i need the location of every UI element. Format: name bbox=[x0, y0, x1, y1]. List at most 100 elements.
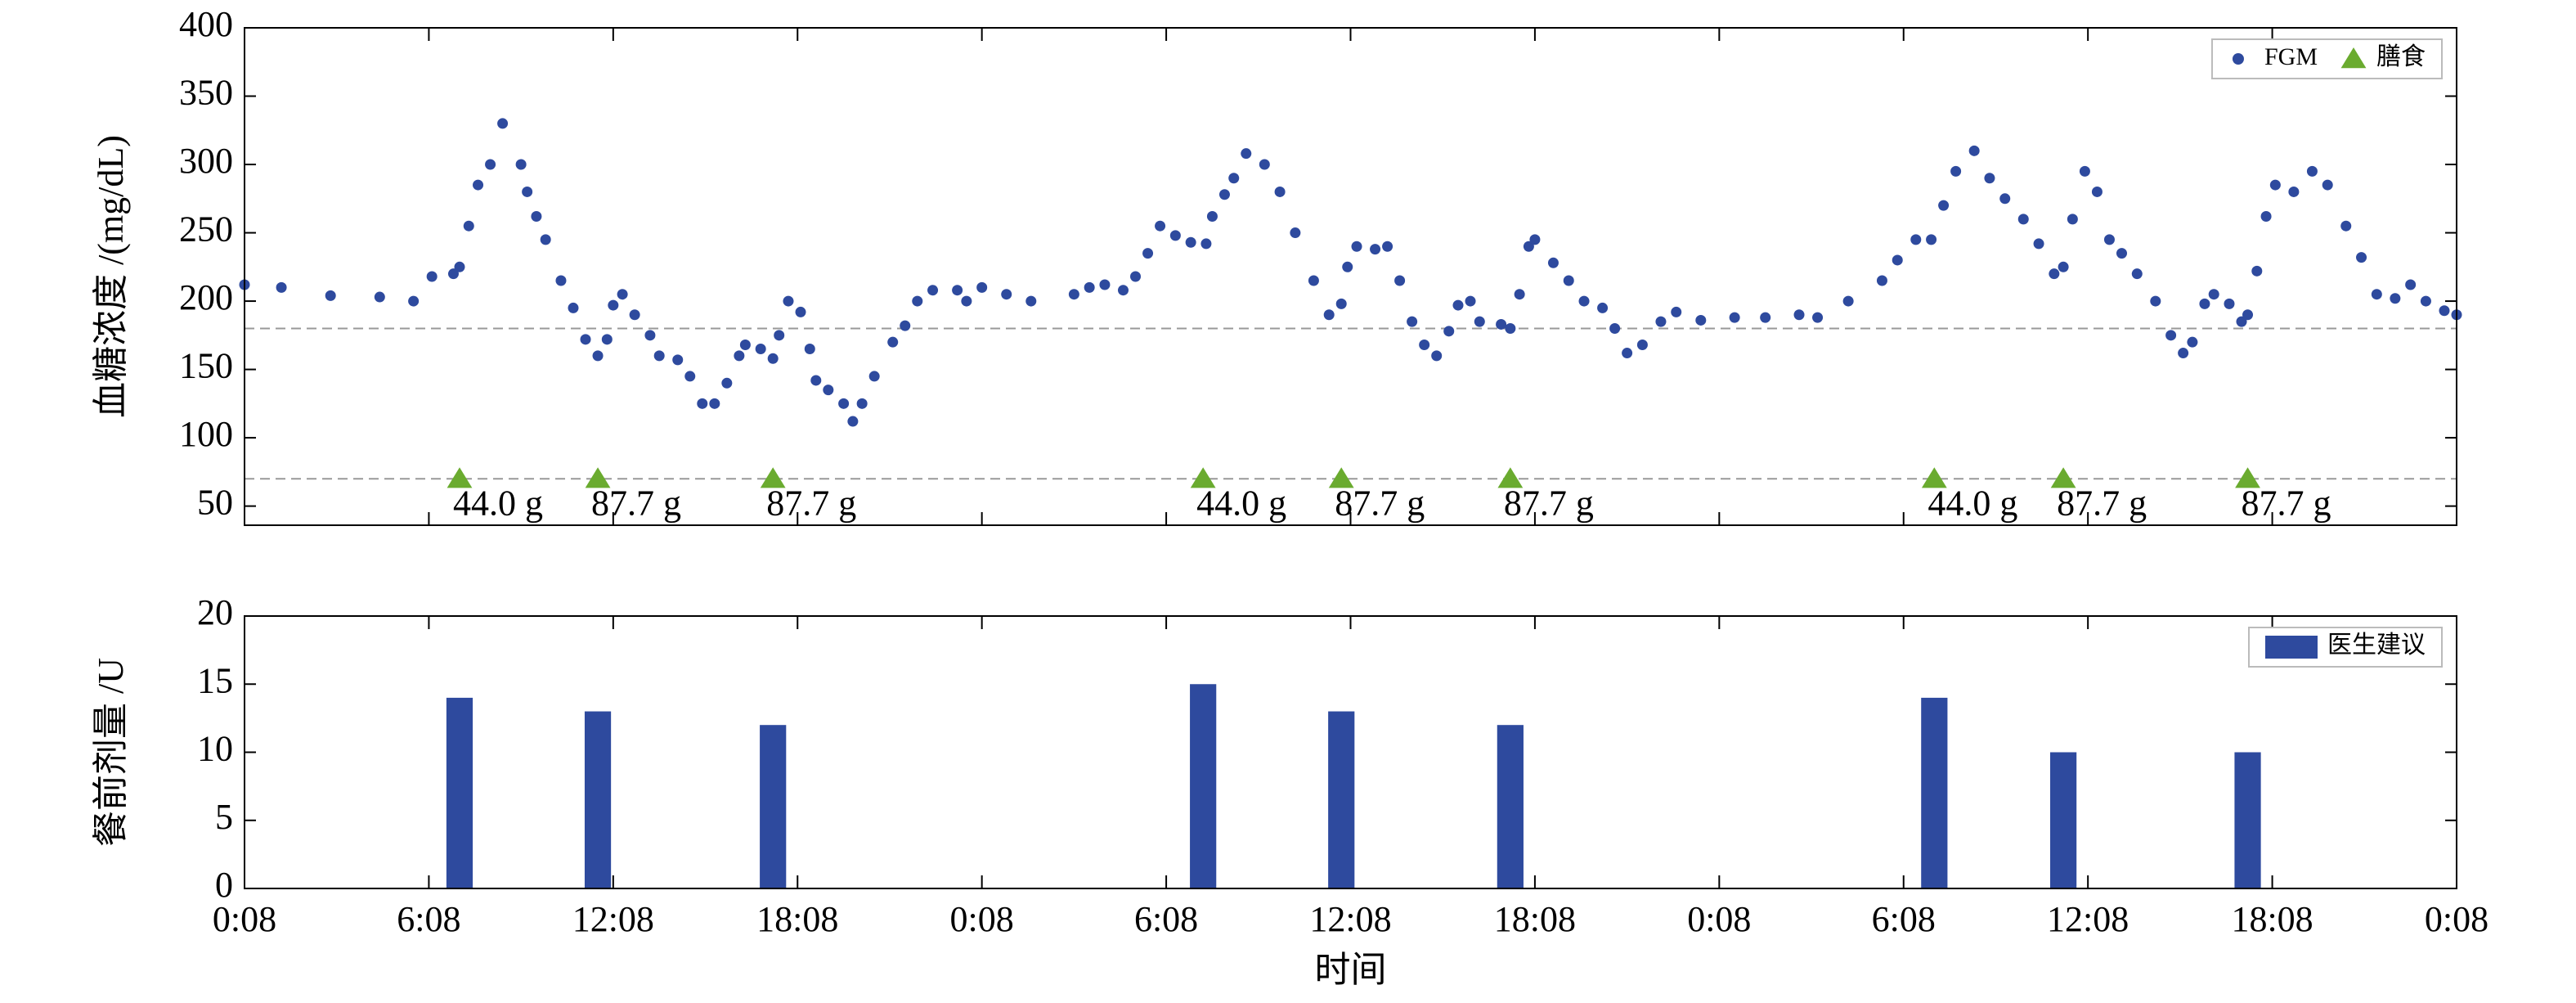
glucose-point bbox=[276, 281, 287, 293]
legend-box bbox=[2210, 38, 2443, 79]
glucose-point bbox=[1760, 312, 1771, 323]
x-tick-label: 0:08 bbox=[2425, 899, 2488, 939]
glucose-point bbox=[1290, 227, 1301, 239]
glucose-point bbox=[810, 375, 822, 386]
glucose-point bbox=[1622, 348, 1633, 359]
legend-marker bbox=[2232, 53, 2244, 65]
x-tick-label: 12:08 bbox=[572, 899, 654, 939]
glucose-point bbox=[1200, 238, 1212, 250]
glucose-point bbox=[774, 330, 785, 341]
legend-label: FGM bbox=[2264, 43, 2318, 70]
y-tick-label: 15 bbox=[197, 660, 233, 700]
glucose-point bbox=[1169, 230, 1181, 241]
glucose-point bbox=[2236, 316, 2247, 327]
glucose-point bbox=[617, 289, 628, 300]
y-tick-label: 100 bbox=[179, 414, 233, 454]
x-tick-label: 0:08 bbox=[213, 899, 276, 939]
y-tick-label: 250 bbox=[179, 209, 233, 250]
glucose-point bbox=[473, 179, 484, 191]
glucose-point bbox=[515, 159, 527, 170]
glucose-point bbox=[2150, 295, 2161, 307]
glucose-point bbox=[580, 334, 591, 345]
glucose-point bbox=[1505, 322, 1516, 334]
glucose-point bbox=[1342, 261, 1353, 272]
meal-marker bbox=[1190, 467, 1216, 488]
x-tick-label: 6:08 bbox=[397, 899, 460, 939]
x-axis-label: 时间 bbox=[1315, 950, 1387, 990]
glucose-point bbox=[1419, 340, 1430, 351]
glucose-point bbox=[804, 344, 815, 355]
glucose-point bbox=[1563, 275, 1574, 286]
glucose-point bbox=[1636, 340, 1648, 351]
glucose-point bbox=[1523, 241, 1534, 252]
glucose-point bbox=[2165, 330, 2177, 341]
meal-marker bbox=[447, 467, 473, 488]
glucose-point bbox=[325, 290, 336, 301]
glucose-point bbox=[1218, 189, 1230, 200]
glucose-point bbox=[2131, 268, 2143, 280]
glucose-point bbox=[1370, 244, 1381, 255]
glucose-point bbox=[1876, 275, 1887, 286]
legend: 医生建议 bbox=[2248, 627, 2443, 668]
meal-label: 87.7 g bbox=[2057, 483, 2147, 523]
glucose-point bbox=[601, 334, 613, 345]
bar bbox=[2234, 752, 2261, 888]
legend-marker bbox=[2265, 636, 2318, 659]
glucose-point bbox=[709, 398, 720, 409]
glucose-point bbox=[568, 302, 579, 313]
glucose-point bbox=[2242, 309, 2254, 321]
glucose-point bbox=[721, 377, 733, 389]
glucose-point bbox=[1950, 165, 1962, 177]
glucose-point bbox=[734, 350, 745, 362]
x-tick-label: 18:08 bbox=[756, 899, 838, 939]
glucose-point bbox=[838, 398, 850, 409]
glucose-point bbox=[1099, 279, 1111, 290]
glucose-point bbox=[868, 371, 880, 382]
glucose-point bbox=[2420, 295, 2431, 307]
plot-frame bbox=[244, 615, 2457, 889]
x-tick-label: 18:08 bbox=[1494, 899, 1576, 939]
glucose-point bbox=[374, 291, 385, 303]
glucose-point bbox=[2116, 248, 2127, 259]
y-axis-label: 血糖浓度 /(mg/dL) bbox=[91, 135, 131, 418]
y-tick-label: 0 bbox=[215, 865, 233, 905]
glucose-point bbox=[2033, 238, 2044, 250]
glucose-point bbox=[522, 186, 533, 197]
glucose-point bbox=[1130, 271, 1142, 282]
glucose-point bbox=[1084, 281, 1095, 293]
glucose-point bbox=[2356, 252, 2367, 263]
glucose-point bbox=[1228, 173, 1240, 184]
x-tick-label: 0:08 bbox=[950, 899, 1014, 939]
meal-label: 87.7 g bbox=[2242, 483, 2331, 523]
x-tick-label: 6:08 bbox=[1872, 899, 1936, 939]
glucose-point bbox=[485, 159, 496, 170]
legend: FGM 膳食 bbox=[2210, 38, 2443, 79]
x-tick-label: 18:08 bbox=[2231, 899, 2313, 939]
glucose-point bbox=[2340, 220, 2352, 232]
glucose-point bbox=[2091, 186, 2103, 197]
glucose-point bbox=[1142, 248, 1154, 259]
glucose-point bbox=[555, 275, 567, 286]
legend-label: 医生建议 bbox=[2327, 632, 2426, 659]
y-axis-label: 餐前剂量 /U bbox=[91, 658, 131, 847]
glucose-point bbox=[608, 299, 619, 311]
glucose-point bbox=[795, 306, 806, 317]
glucose-point bbox=[644, 330, 656, 341]
glucose-point bbox=[1443, 326, 1455, 337]
meal-label: 87.7 g bbox=[591, 483, 681, 523]
glucose-point bbox=[2187, 336, 2198, 348]
glucose-point bbox=[927, 285, 939, 296]
plot-frame bbox=[244, 27, 2457, 526]
bar bbox=[1921, 697, 1948, 888]
glucose-point bbox=[2079, 165, 2090, 177]
glucose-point bbox=[1407, 316, 1418, 327]
meal-label: 87.7 g bbox=[766, 483, 856, 523]
glucose-point bbox=[426, 271, 438, 282]
glucose-point bbox=[2178, 348, 2189, 359]
glucose-point bbox=[1529, 234, 1541, 245]
y-tick-label: 400 bbox=[179, 4, 233, 44]
glucose-point bbox=[887, 336, 899, 348]
glucose-point bbox=[1001, 289, 1012, 300]
y-tick-label: 300 bbox=[179, 141, 233, 181]
